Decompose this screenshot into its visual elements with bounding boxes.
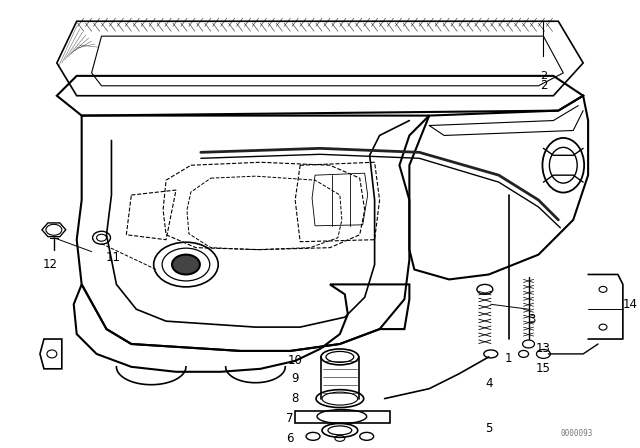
Text: 8: 8 bbox=[291, 392, 299, 405]
Text: 9: 9 bbox=[291, 372, 299, 385]
Text: 15: 15 bbox=[536, 362, 551, 375]
Text: 4: 4 bbox=[485, 377, 493, 390]
Text: 3: 3 bbox=[528, 313, 535, 326]
Text: 6: 6 bbox=[287, 432, 294, 445]
Text: 1: 1 bbox=[505, 353, 513, 366]
Text: 0000093: 0000093 bbox=[561, 429, 593, 438]
Text: 11: 11 bbox=[106, 251, 121, 264]
Text: 7: 7 bbox=[287, 412, 294, 425]
Text: 2: 2 bbox=[540, 71, 547, 81]
Ellipse shape bbox=[172, 254, 200, 275]
Text: 13: 13 bbox=[536, 342, 551, 355]
Text: 2: 2 bbox=[540, 79, 547, 92]
Text: 5: 5 bbox=[485, 422, 493, 435]
Text: 10: 10 bbox=[288, 354, 303, 367]
Text: 12: 12 bbox=[42, 258, 58, 271]
Text: 14: 14 bbox=[622, 298, 637, 311]
